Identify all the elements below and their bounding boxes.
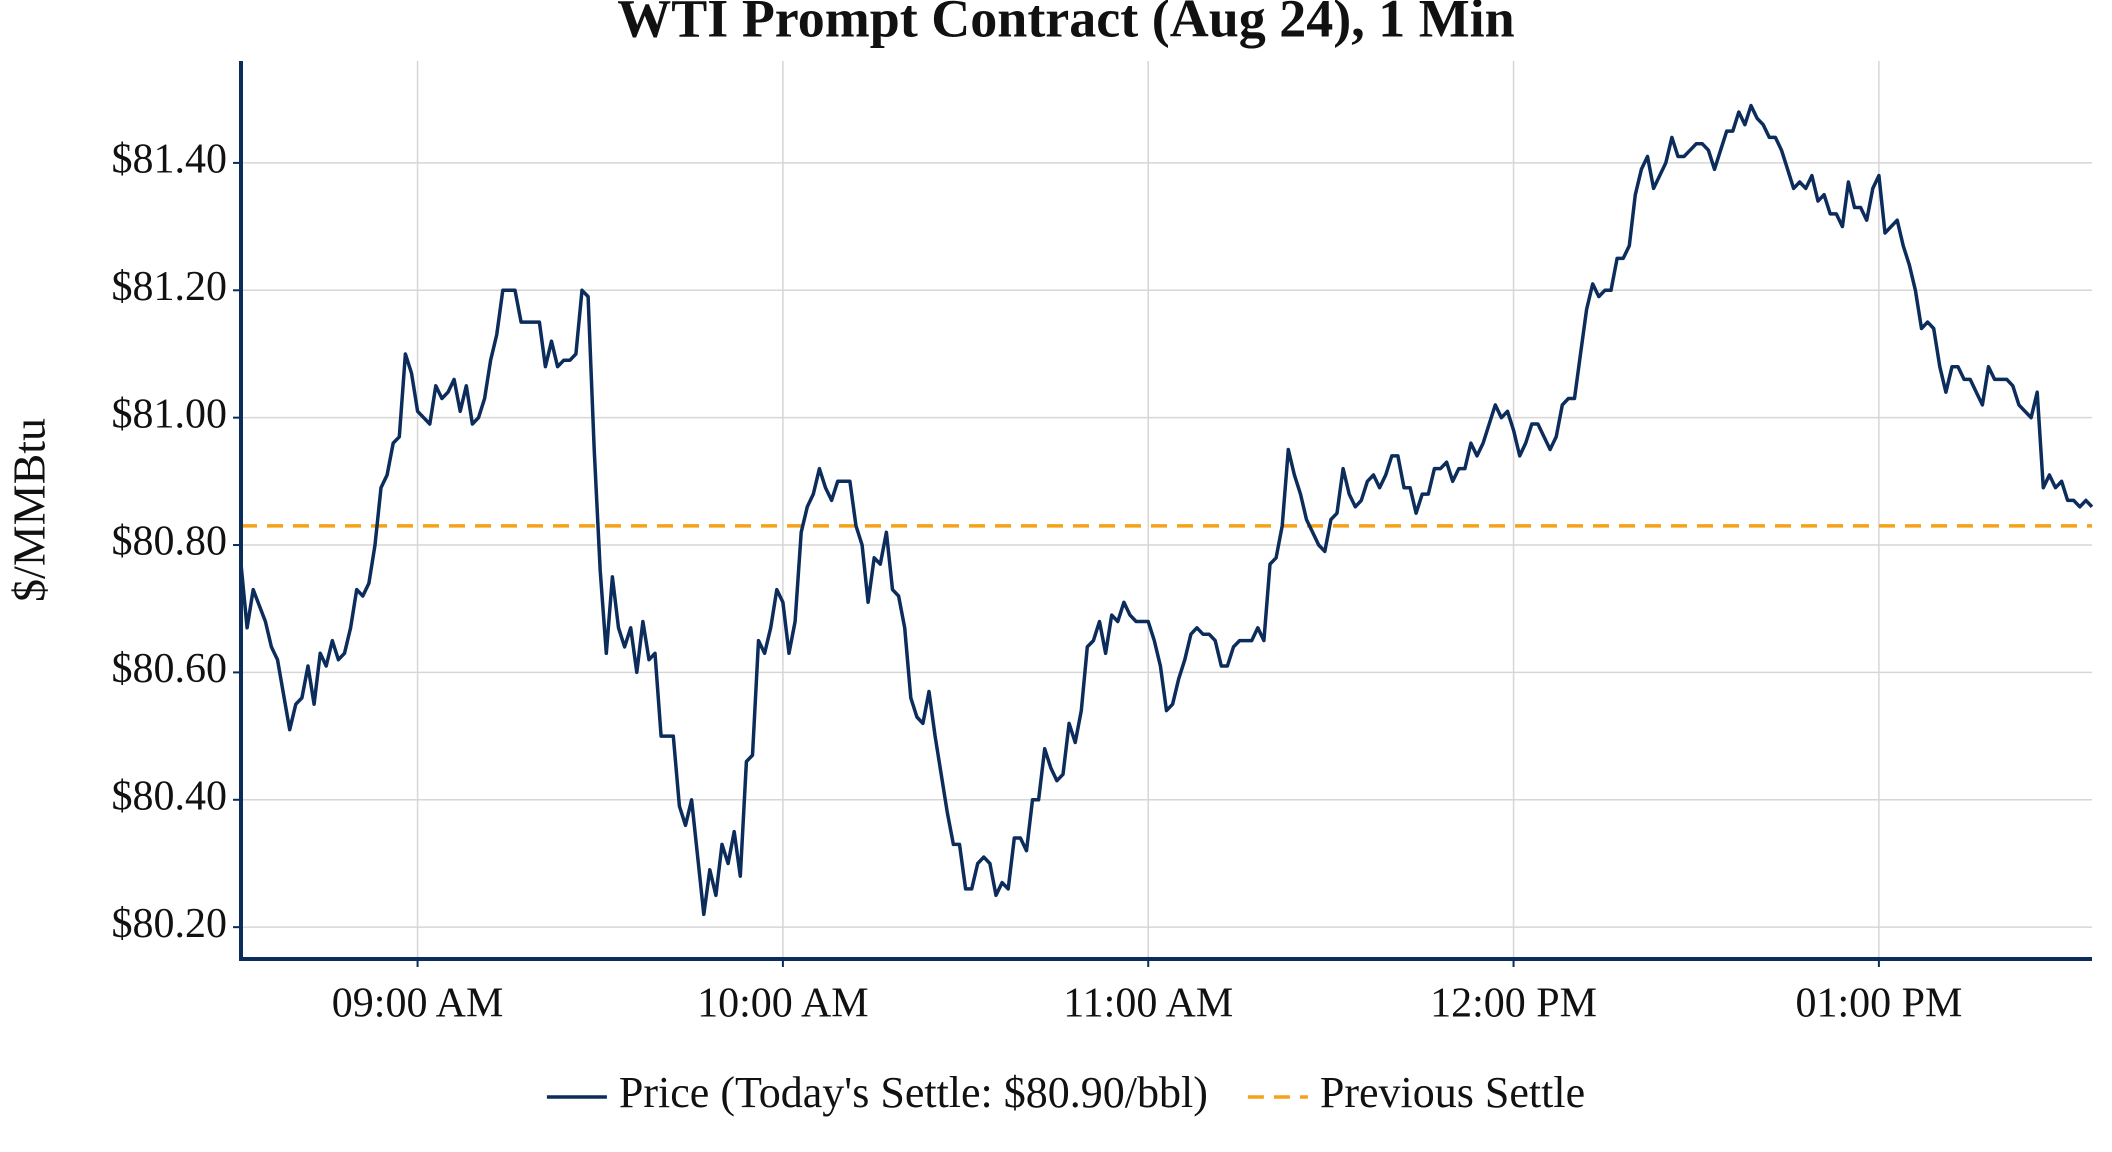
y-tick-label: $80.40	[112, 773, 228, 819]
y-tick-label: $81.00	[112, 391, 228, 437]
legend-label: Price (Today's Settle: $80.90/bbl)	[619, 1068, 1208, 1117]
legend-label: Previous Settle	[1320, 1068, 1585, 1117]
y-tick-label: $81.20	[112, 264, 228, 310]
y-axis-label: $/MMBtu	[4, 418, 55, 602]
legend: Price (Today's Settle: $80.90/bbl) Previo…	[546, 1068, 1585, 1117]
x-tick-label: 01:00 PM	[1795, 981, 1962, 1027]
chart-title: WTI Prompt Contract (Aug 24), 1 Min	[617, 0, 1514, 48]
y-tick-label: $81.40	[112, 137, 228, 183]
y-tick-label: $80.80	[112, 519, 228, 565]
y-tick-label: $80.60	[112, 646, 228, 692]
y-tick-label: $80.20	[112, 901, 228, 947]
x-tick-label: 09:00 AM	[332, 981, 504, 1027]
x-tick-label: 11:00 AM	[1063, 981, 1233, 1027]
x-tick-label: 10:00 AM	[697, 981, 869, 1027]
x-tick-label: 12:00 PM	[1430, 981, 1597, 1027]
price-line	[239, 103, 2094, 917]
